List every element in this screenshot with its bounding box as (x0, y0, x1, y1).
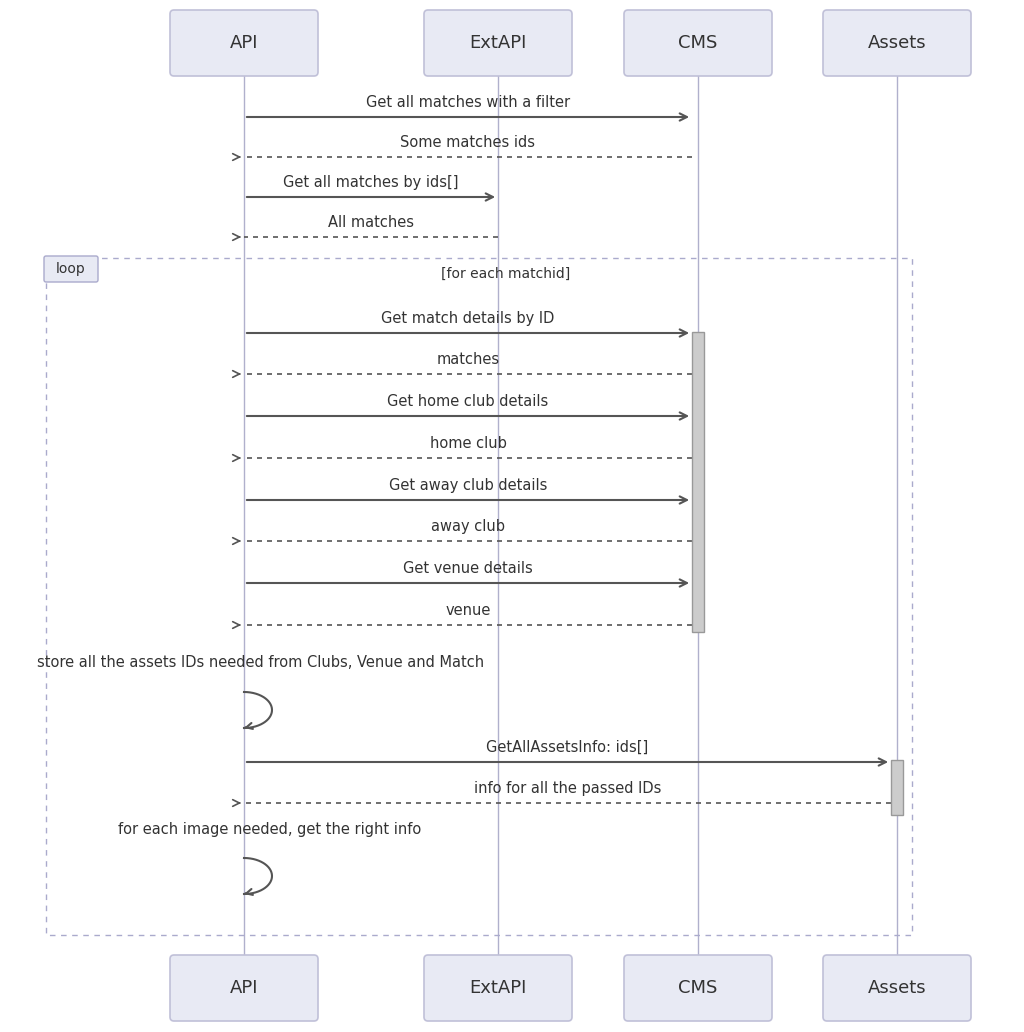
Text: [for each matchid]: [for each matchid] (441, 267, 570, 281)
Text: GetAllAssetsInfo: ids[]: GetAllAssetsInfo: ids[] (486, 740, 648, 755)
FancyBboxPatch shape (44, 256, 98, 282)
Text: loop: loop (56, 262, 86, 276)
FancyBboxPatch shape (823, 955, 971, 1021)
FancyBboxPatch shape (424, 955, 572, 1021)
Text: All matches: All matches (328, 215, 414, 230)
Bar (692, 332, 705, 632)
FancyBboxPatch shape (624, 955, 772, 1021)
Text: Get venue details: Get venue details (403, 561, 532, 576)
Text: CMS: CMS (678, 979, 718, 997)
Text: Get match details by ID: Get match details by ID (381, 311, 555, 326)
Text: home club: home club (429, 436, 507, 451)
Text: ExtAPI: ExtAPI (469, 34, 526, 52)
Text: venue: venue (445, 603, 490, 618)
FancyBboxPatch shape (170, 955, 318, 1021)
Text: Assets: Assets (867, 34, 927, 52)
FancyBboxPatch shape (424, 10, 572, 76)
FancyBboxPatch shape (624, 10, 772, 76)
Text: info for all the passed IDs: info for all the passed IDs (474, 781, 662, 796)
Text: Assets: Assets (867, 979, 927, 997)
Text: Some matches ids: Some matches ids (400, 135, 536, 150)
Text: Get home club details: Get home club details (387, 394, 549, 409)
Text: away club: away club (431, 519, 505, 534)
Text: Get away club details: Get away club details (389, 478, 547, 493)
FancyBboxPatch shape (823, 10, 971, 76)
Text: store all the assets IDs needed from Clubs, Venue and Match: store all the assets IDs needed from Clu… (37, 655, 484, 670)
Text: API: API (229, 979, 258, 997)
Text: for each image needed, get the right info: for each image needed, get the right inf… (118, 823, 421, 837)
Text: ExtAPI: ExtAPI (469, 979, 526, 997)
Text: Get all matches with a filter: Get all matches with a filter (366, 95, 570, 110)
Bar (891, 760, 903, 815)
Text: CMS: CMS (678, 34, 718, 52)
Text: matches: matches (436, 352, 500, 367)
FancyBboxPatch shape (170, 10, 318, 76)
Text: API: API (229, 34, 258, 52)
Text: Get all matches by ids[]: Get all matches by ids[] (284, 175, 459, 190)
Bar (46, 258, 912, 935)
